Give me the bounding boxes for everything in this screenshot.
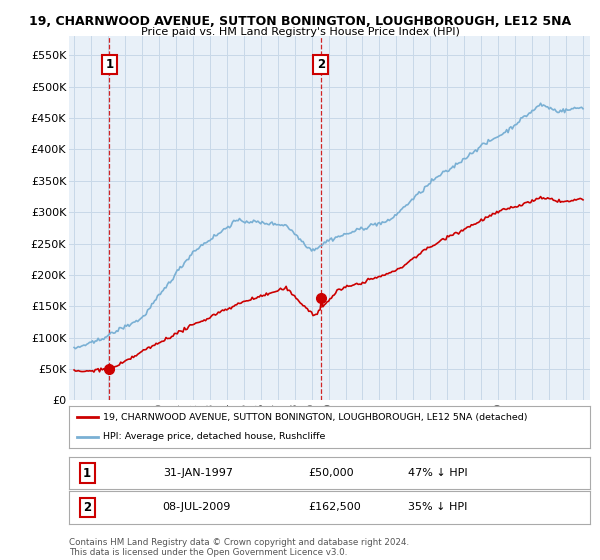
Text: Contains HM Land Registry data © Crown copyright and database right 2024.
This d: Contains HM Land Registry data © Crown c… <box>69 538 409 557</box>
Text: £162,500: £162,500 <box>308 502 361 512</box>
Text: £50,000: £50,000 <box>308 468 354 478</box>
Text: Price paid vs. HM Land Registry's House Price Index (HPI): Price paid vs. HM Land Registry's House … <box>140 27 460 37</box>
Text: HPI: Average price, detached house, Rushcliffe: HPI: Average price, detached house, Rush… <box>103 432 325 441</box>
Text: 1: 1 <box>83 466 91 480</box>
Text: 47% ↓ HPI: 47% ↓ HPI <box>407 468 467 478</box>
Text: 1: 1 <box>106 58 113 71</box>
Text: 31-JAN-1997: 31-JAN-1997 <box>163 468 233 478</box>
Text: 19, CHARNWOOD AVENUE, SUTTON BONINGTON, LOUGHBOROUGH, LE12 5NA (detached): 19, CHARNWOOD AVENUE, SUTTON BONINGTON, … <box>103 413 527 422</box>
Text: 2: 2 <box>317 58 325 71</box>
Text: 35% ↓ HPI: 35% ↓ HPI <box>407 502 467 512</box>
Text: 2: 2 <box>83 501 91 514</box>
Text: 08-JUL-2009: 08-JUL-2009 <box>163 502 231 512</box>
Text: 19, CHARNWOOD AVENUE, SUTTON BONINGTON, LOUGHBOROUGH, LE12 5NA: 19, CHARNWOOD AVENUE, SUTTON BONINGTON, … <box>29 15 571 27</box>
